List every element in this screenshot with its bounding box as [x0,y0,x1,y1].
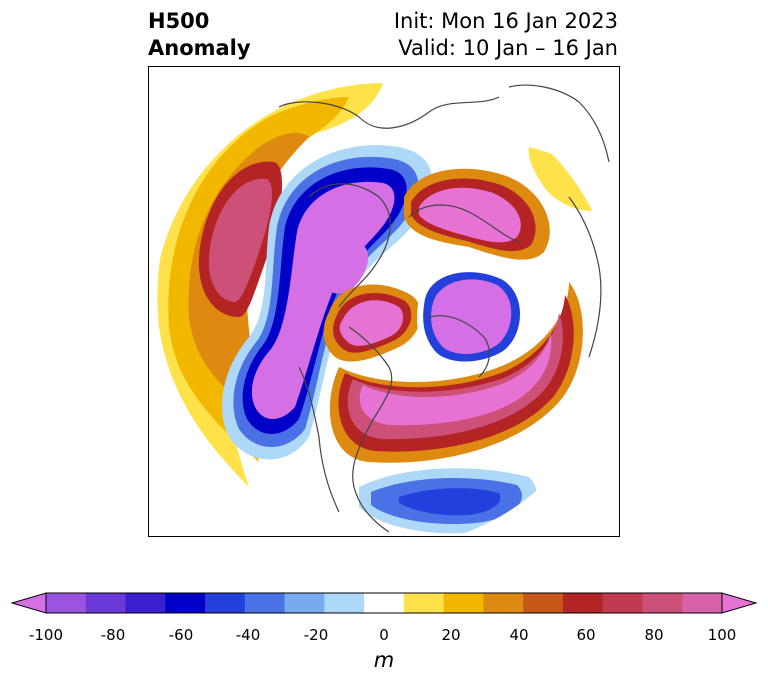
title-line-1: H500 [148,9,210,33]
colorbar-ticks: -100 -80 -60 -40 -20 0 20 40 60 80 100 [0,626,768,646]
title-line-2: Anomaly [148,36,251,60]
colorbar-segments [10,592,758,614]
colorbar-bin [443,593,484,613]
tick-label: -60 [168,626,194,644]
colorbar-bin [324,593,365,613]
colorbar-bin [682,593,723,613]
colorbar-bin [562,593,604,613]
tick-label: -40 [235,626,261,644]
colorbar-bin [483,593,524,613]
colorbar-unit: m [373,648,395,672]
colorbar-extend-min [10,592,47,614]
tick-label: -80 [100,626,126,644]
init-date: Init: Mon 16 Jan 2023 [393,9,618,33]
colorbar-bin [205,593,246,613]
colorbar-bin [46,593,87,613]
tick-label: 100 [707,626,737,644]
colorbar-bin [85,593,127,613]
colorbar-bin [403,593,445,613]
tick-label: -20 [303,626,329,644]
anomaly-field [153,83,617,536]
tick-label: 20 [441,626,461,644]
colorbar-bin [284,593,325,613]
anomaly-map [148,66,620,537]
chart-title: H500 Anomaly [148,8,251,62]
tick-label: 60 [576,626,596,644]
colorbar-extend-max [721,592,758,614]
tick-label: -100 [28,626,64,644]
colorbar-bin [602,593,643,613]
colorbar-bin [125,593,166,613]
anomaly-map-svg [153,83,617,536]
valid-range: Valid: 10 Jan – 16 Jan [398,36,618,60]
colorbar-bin [642,593,683,613]
tick-label: 80 [644,626,664,644]
colorbar-bin [523,593,564,613]
tick-label: 40 [509,626,529,644]
coastlines [278,84,610,533]
colorbar-bin [244,593,286,613]
tick-label: 0 [379,626,389,644]
colorbar [10,592,758,614]
colorbar-bin [165,593,206,613]
date-info: Init: Mon 16 Jan 2023 Valid: 10 Jan – 16… [394,8,618,62]
colorbar-bin [364,593,405,613]
